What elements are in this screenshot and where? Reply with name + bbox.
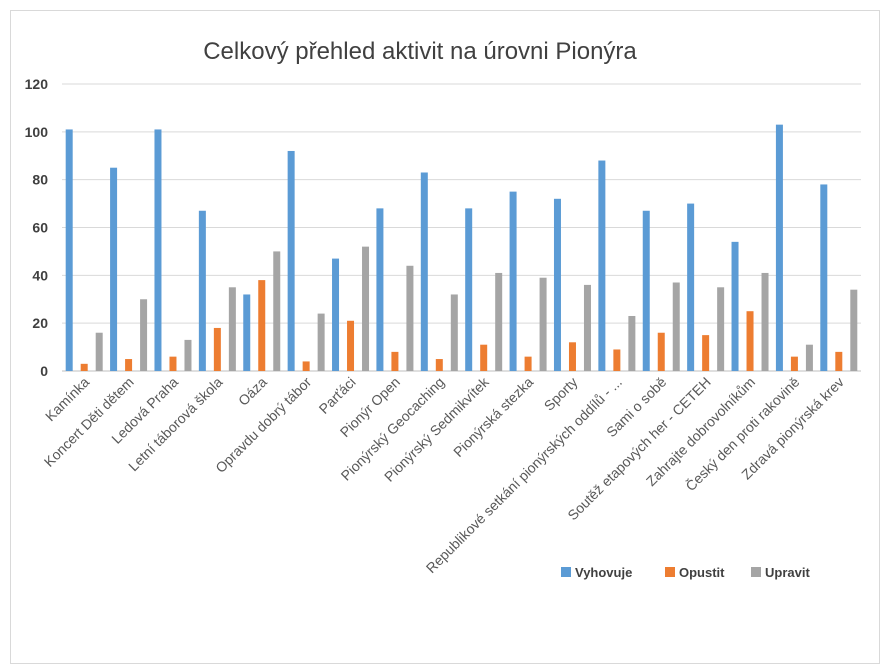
bar-opustit-17 xyxy=(835,351,843,371)
bar-vyhovuje-8 xyxy=(420,172,428,371)
y-tick-label: 0 xyxy=(40,363,48,379)
bar-vyhovuje-14 xyxy=(687,203,695,371)
bar-vyhovuje-5 xyxy=(287,150,295,371)
bar-vyhovuje-2 xyxy=(154,129,162,371)
gridlines xyxy=(62,83,861,372)
y-axis-ticks: 0 20 40 60 80 100 120 xyxy=(25,76,49,379)
bar-upravit-12 xyxy=(628,315,636,371)
y-tick-label: 100 xyxy=(25,124,49,140)
bar-vyhovuje-4 xyxy=(243,294,251,371)
bar-vyhovuje-9 xyxy=(465,208,473,371)
bar-vyhovuje-10 xyxy=(509,191,517,371)
bar-opustit-8 xyxy=(435,359,443,371)
legend-label-opustit: Opustit xyxy=(679,565,725,580)
y-tick-label: 20 xyxy=(32,315,48,331)
bar-upravit-15 xyxy=(761,272,769,371)
bar-vyhovuje-16 xyxy=(775,124,783,372)
bar-opustit-16 xyxy=(790,356,798,371)
x-tick-label: Sporty xyxy=(541,374,581,414)
bar-opustit-5 xyxy=(302,361,310,371)
y-tick-label: 40 xyxy=(32,267,48,283)
bar-vyhovuje-12 xyxy=(598,160,606,371)
bar-vyhovuje-0 xyxy=(65,129,73,371)
bar-upravit-1 xyxy=(140,299,148,371)
bar-chart: Celkový přehled aktivit na úrovni Pionýr… xyxy=(25,38,861,580)
bar-upravit-0 xyxy=(95,332,103,371)
legend-label-vyhovuje: Vyhovuje xyxy=(575,565,632,580)
bar-upravit-2 xyxy=(184,339,192,371)
bar-upravit-5 xyxy=(317,313,325,371)
bar-upravit-4 xyxy=(273,251,281,371)
bar-opustit-11 xyxy=(568,342,576,371)
bar-upravit-6 xyxy=(362,246,370,371)
bar-opustit-6 xyxy=(347,320,355,371)
bar-opustit-1 xyxy=(125,359,133,371)
bar-opustit-0 xyxy=(80,363,88,371)
bar-upravit-3 xyxy=(228,287,236,371)
bar-opustit-4 xyxy=(258,280,266,371)
x-tick-label: Parťáci xyxy=(316,374,359,417)
x-tick-label: Pionýrská stezka xyxy=(450,374,536,460)
bar-vyhovuje-6 xyxy=(332,258,340,371)
bar-vyhovuje-11 xyxy=(553,198,561,371)
legend-label-upravit: Upravit xyxy=(765,565,810,580)
bar-upravit-9 xyxy=(495,272,503,371)
bar-vyhovuje-7 xyxy=(376,208,384,371)
x-tick-label: Oáza xyxy=(235,374,270,409)
legend-swatch-upravit xyxy=(751,567,761,577)
chart-title: Celkový přehled aktivit na úrovni Pionýr… xyxy=(203,38,637,65)
bar-upravit-16 xyxy=(805,344,813,371)
bar-vyhovuje-15 xyxy=(731,241,739,371)
bar-upravit-10 xyxy=(539,277,547,371)
legend-swatch-vyhovuje xyxy=(561,567,571,577)
bar-opustit-13 xyxy=(657,332,665,371)
y-tick-label: 60 xyxy=(32,220,48,236)
bar-vyhovuje-17 xyxy=(820,184,828,371)
legend: Vyhovuje Opustit Upravit xyxy=(561,565,810,580)
bar-opustit-2 xyxy=(169,356,177,371)
y-tick-label: 120 xyxy=(25,76,49,92)
bar-upravit-17 xyxy=(850,289,858,371)
bar-opustit-7 xyxy=(391,351,399,371)
bar-opustit-12 xyxy=(613,349,621,371)
y-tick-label: 80 xyxy=(32,172,48,188)
bar-upravit-7 xyxy=(406,265,414,371)
bar-vyhovuje-1 xyxy=(110,167,118,371)
bar-opustit-9 xyxy=(480,344,488,371)
bar-upravit-11 xyxy=(583,284,591,371)
bars xyxy=(65,124,858,372)
bar-upravit-13 xyxy=(672,282,680,371)
chart-area: Celkový přehled aktivit na úrovni Pionýr… xyxy=(10,10,880,664)
bar-vyhovuje-3 xyxy=(198,210,206,371)
bar-opustit-3 xyxy=(213,327,221,371)
bar-opustit-14 xyxy=(702,335,710,371)
bar-opustit-15 xyxy=(746,311,754,371)
bar-opustit-10 xyxy=(524,356,532,371)
bar-vyhovuje-13 xyxy=(642,210,650,371)
bar-upravit-14 xyxy=(717,287,725,371)
bar-upravit-8 xyxy=(450,294,458,371)
legend-swatch-opustit xyxy=(665,567,675,577)
